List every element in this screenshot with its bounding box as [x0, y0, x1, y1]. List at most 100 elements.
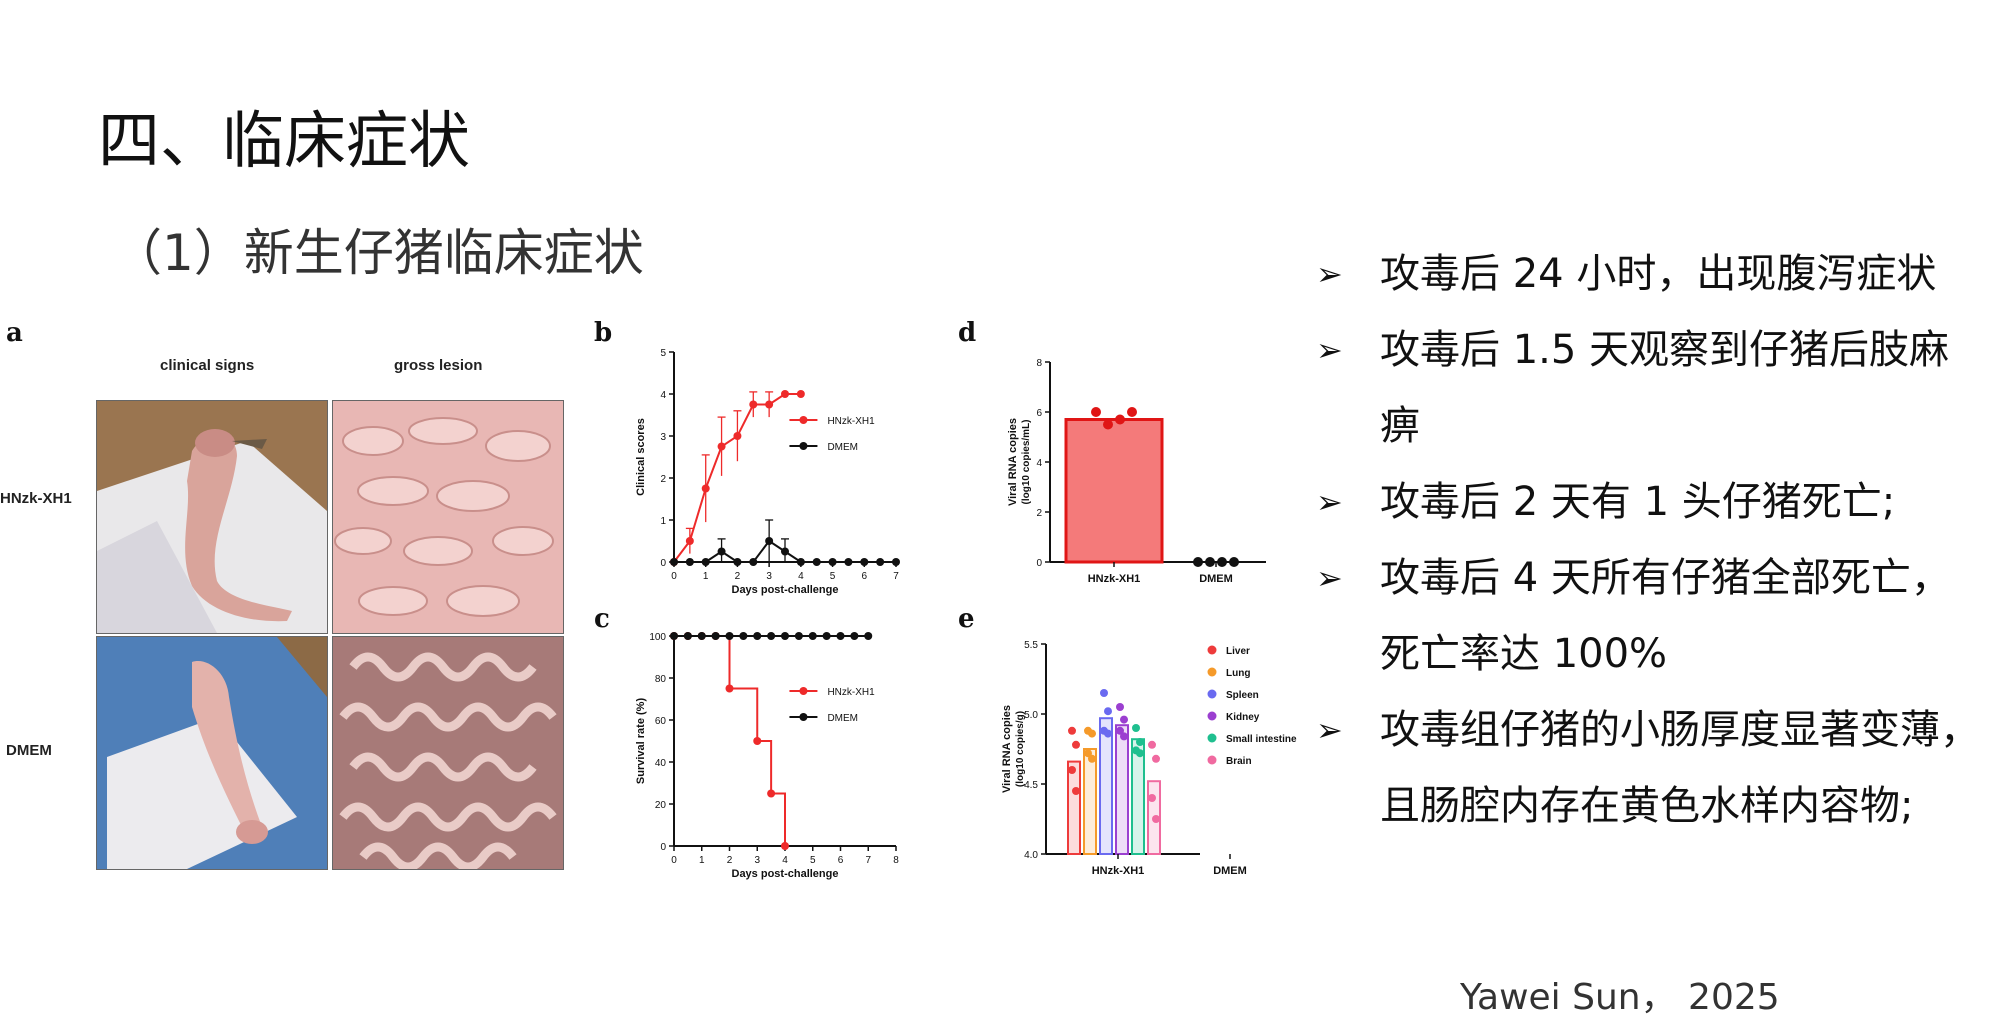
row-label-dmem: DMEM — [6, 742, 52, 759]
y-tick-label: 20 — [655, 800, 667, 811]
data-point — [767, 789, 776, 798]
y-tick-label: 8 — [1036, 358, 1042, 369]
x-tick-label: 0 — [671, 571, 677, 582]
data-point — [860, 558, 869, 566]
photo-intestine-control — [332, 636, 564, 870]
x-tick-label: 6 — [862, 571, 868, 582]
legend-label: DMEM — [827, 442, 858, 453]
bar-data-point — [1205, 557, 1215, 567]
x-tick-label: 1 — [699, 855, 705, 866]
x-tick-label: 2 — [727, 855, 733, 866]
x-tick-label: 1 — [703, 571, 709, 582]
bar-data-point — [1127, 407, 1137, 417]
x-tick-label: 3 — [754, 855, 760, 866]
legend-marker — [799, 713, 808, 721]
data-point — [876, 558, 885, 566]
x-tick-label: DMEM — [1199, 573, 1233, 585]
panel-c-letter: c — [594, 604, 610, 634]
data-point — [670, 558, 678, 566]
bar-data-point — [1068, 766, 1076, 774]
bar-data-point — [1148, 740, 1156, 749]
x-tick-label: 5 — [810, 855, 816, 866]
col-header-gross-lesion: gross lesion — [394, 357, 483, 374]
bullet-text: 攻毒组仔猪的小肠厚度显著变薄， — [1380, 707, 1980, 753]
legend-label: Liver — [1226, 646, 1250, 657]
series-line — [674, 635, 786, 846]
data-point — [717, 547, 726, 556]
y-axis-label: Survival rate (%) — [635, 698, 647, 785]
legend-label: Brain — [1226, 756, 1252, 767]
y-tick-label: 0 — [660, 842, 666, 853]
legend-marker — [1207, 667, 1217, 677]
legend-label: Spleen — [1226, 690, 1259, 701]
bar-data-point — [1152, 815, 1160, 823]
data-point — [781, 390, 789, 398]
arrow-bullet-icon: ➢ — [1316, 331, 1343, 369]
data-point — [753, 632, 762, 640]
x-tick-label: 4 — [798, 571, 804, 582]
x-tick-label: 4 — [782, 855, 788, 866]
y-tick-label: 2 — [660, 474, 666, 485]
data-point — [796, 390, 805, 398]
row-label-hnzk: HNzk-XH1 — [0, 490, 72, 507]
data-point — [864, 632, 873, 640]
data-point — [765, 537, 774, 545]
y-tick-label: 1 — [660, 516, 666, 527]
y-tick-label: 2 — [1036, 508, 1042, 519]
legend-marker — [1207, 711, 1217, 721]
data-point — [717, 442, 726, 451]
x-tick-label: HNzk-XH1 — [1092, 865, 1145, 877]
data-point — [739, 632, 748, 640]
legend-label: HNzk-XH1 — [827, 687, 875, 698]
data-point — [812, 558, 821, 566]
bullet-continuation: 死亡率达 100% — [1380, 631, 1668, 677]
data-point — [836, 632, 845, 640]
data-point — [670, 632, 678, 640]
photo-intestine-infected — [332, 400, 564, 634]
slide-subtitle: （1）新生仔猪临床症状 — [112, 224, 644, 282]
legend-label: DMEM — [827, 713, 858, 724]
data-point — [685, 558, 694, 566]
x-axis-label: Days post-challenge — [732, 584, 839, 596]
data-point — [781, 547, 789, 556]
y-tick-label: 0 — [1036, 558, 1042, 569]
bar — [1064, 418, 1164, 564]
x-tick-label: 2 — [735, 571, 741, 582]
data-point — [781, 842, 789, 850]
data-point — [701, 484, 710, 493]
chart-clinical-scores: 0 1 2 3 4 5 0 1 2 3 4 5 6 7 Days post-challenge Clinica… — [635, 348, 900, 596]
panel-b-letter: b — [594, 318, 613, 348]
y-tick-label: 4 — [660, 390, 666, 401]
bar — [1115, 724, 1129, 855]
chart-viral-rna-tissues: 4.0 4.5 5.0 5.5 Viral RNA copies (log10 copie… — [1001, 640, 1297, 877]
bar-data-point — [1084, 749, 1092, 758]
y-tick-label: 5 — [660, 348, 666, 359]
y-tick-label: 80 — [655, 674, 667, 685]
bar-data-point — [1152, 754, 1160, 763]
bullet-continuation: 痹 — [1380, 403, 1420, 449]
data-point — [725, 632, 734, 640]
data-point — [701, 558, 710, 566]
bar — [1067, 760, 1081, 856]
y-axis-label-units: (log10 copies/g) — [1015, 711, 1026, 787]
x-tick-label: 8 — [893, 855, 899, 866]
panel-d-letter: d — [958, 318, 977, 348]
legend-marker — [1207, 755, 1217, 765]
chart-viral-rna-serum: 0 2 4 6 8 Viral RNA copies (log10 copies/mL) HN… — [1007, 358, 1266, 585]
bar — [1099, 717, 1113, 855]
legend-label: Lung — [1226, 668, 1250, 679]
y-axis-label-units: (log10 copies/mL) — [1021, 419, 1032, 504]
y-tick-label: 0 — [660, 558, 666, 569]
legend-marker — [1207, 733, 1217, 743]
legend-label: HNzk-XH1 — [827, 416, 875, 427]
legend-marker — [799, 442, 808, 450]
bar-data-point — [1088, 729, 1096, 738]
y-tick-label: 4.5 — [1024, 780, 1038, 791]
y-axis-label: Viral RNA copies — [1001, 705, 1013, 793]
bullet-item: ➢ 攻毒后 1.5 天观察到仔猪后肢麻 痹 — [1316, 312, 2004, 464]
data-point — [697, 632, 706, 640]
x-tick-label: 7 — [893, 571, 899, 582]
bar-data-point — [1136, 749, 1144, 758]
photo-piglet-control — [96, 636, 328, 870]
photo-piglet-infected — [96, 400, 328, 634]
